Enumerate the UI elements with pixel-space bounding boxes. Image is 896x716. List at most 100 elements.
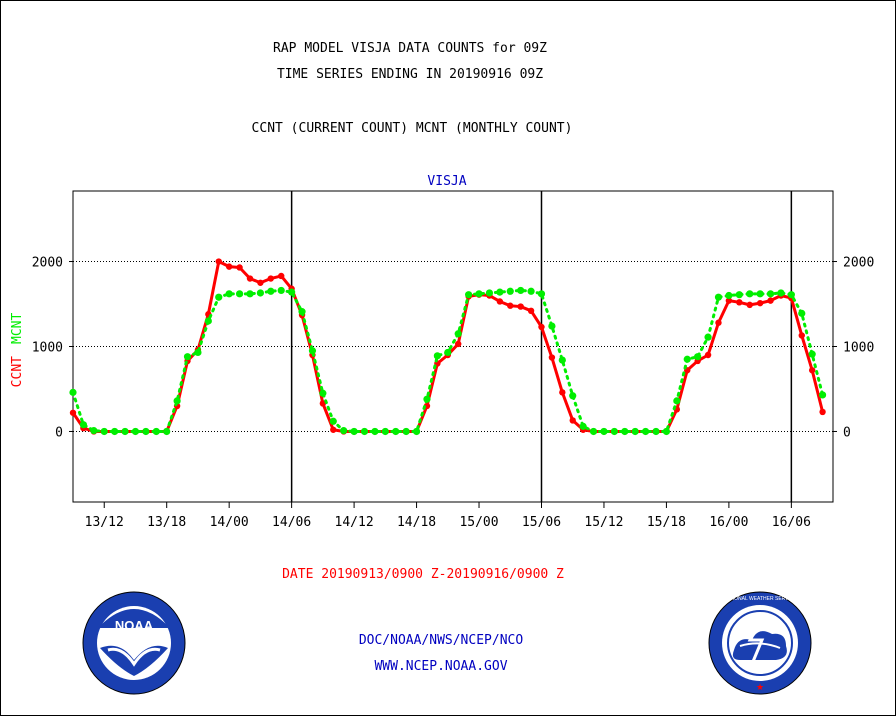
- data-point-ccnt: [517, 303, 524, 310]
- data-point-ccnt: [736, 299, 743, 306]
- data-point-ccnt: [569, 417, 576, 424]
- data-point-ccnt: [496, 298, 504, 305]
- day-separators: [290, 191, 793, 502]
- data-point-mcnt: [777, 289, 785, 297]
- data-point-mcnt: [121, 427, 129, 436]
- nws-star: ★: [756, 682, 764, 692]
- data-point-mcnt: [423, 395, 431, 403]
- data-point-mcnt: [465, 291, 473, 299]
- data-point-mcnt: [756, 290, 764, 298]
- data-point-mcnt: [683, 355, 691, 363]
- data-point-mcnt: [142, 427, 150, 436]
- data-point-mcnt: [350, 427, 358, 436]
- y-tick-label-right: 2000: [843, 256, 874, 271]
- data-point-mcnt: [100, 427, 108, 436]
- y-axis-label: CCNT MCNT: [10, 313, 25, 388]
- data-point-mcnt: [204, 317, 212, 325]
- data-point-ccnt: [808, 367, 816, 374]
- series-line-ccnt: [71, 260, 825, 433]
- series-group: [69, 258, 827, 436]
- data-point-mcnt: [621, 427, 629, 436]
- data-point-ccnt: [69, 409, 77, 416]
- panel-title: VISJA: [427, 174, 466, 189]
- y-tick-label-left: 2000: [32, 256, 63, 271]
- data-point-mcnt: [235, 290, 244, 298]
- data-point-ccnt: [819, 408, 826, 416]
- data-point-mcnt: [569, 392, 577, 400]
- data-point-mcnt: [548, 322, 556, 330]
- data-point-ccnt: [538, 323, 545, 331]
- data-point-mcnt: [798, 309, 806, 317]
- data-point-mcnt: [600, 427, 608, 436]
- data-point-mcnt: [412, 427, 421, 436]
- data-point-mcnt: [537, 290, 546, 298]
- data-point-mcnt: [183, 353, 192, 361]
- data-point-mcnt: [256, 289, 264, 297]
- nws-logo-text: NATIONAL WEATHER SERVICE: [723, 596, 797, 602]
- x-tick-label: 15/12: [584, 515, 623, 530]
- data-point-ccnt: [257, 279, 264, 286]
- data-point-mcnt: [215, 293, 223, 301]
- data-point-mcnt: [662, 427, 671, 436]
- data-point-ccnt: [746, 301, 753, 309]
- data-point-mcnt: [642, 427, 650, 436]
- data-point-mcnt: [79, 421, 88, 429]
- data-point-ccnt: [278, 272, 285, 280]
- data-point-mcnt: [808, 350, 816, 358]
- data-point-ccnt: [798, 332, 805, 339]
- data-point-ccnt: [330, 426, 337, 433]
- data-point-mcnt: [589, 427, 598, 436]
- data-point-mcnt: [631, 427, 639, 436]
- data-point-mcnt: [163, 427, 171, 436]
- data-point-mcnt: [173, 397, 181, 405]
- x-tick-label: 16/06: [772, 515, 811, 530]
- nws-logo: ★ NATIONAL WEATHER SERVICE: [708, 591, 812, 695]
- chart-title-line2: TIME SERIES ENDING IN 20190916 09Z: [277, 67, 543, 82]
- gridlines: [73, 261, 833, 432]
- data-point-mcnt: [298, 308, 306, 316]
- data-point-mcnt: [579, 422, 587, 430]
- data-point-mcnt: [69, 388, 77, 396]
- data-point-mcnt: [277, 286, 285, 295]
- y-tick-label-left: 1000: [32, 341, 63, 356]
- data-point-mcnt: [694, 353, 702, 361]
- x-tick-label: 13/18: [147, 515, 186, 530]
- data-point-mcnt: [746, 290, 754, 298]
- data-point-mcnt: [496, 288, 504, 296]
- noaa-url-link[interactable]: WWW.NCEP.NOAA.GOV: [374, 659, 507, 674]
- data-point-mcnt: [527, 287, 535, 295]
- data-point-ccnt: [715, 319, 722, 326]
- y-label-mcnt: MCNT: [10, 313, 25, 344]
- chart-title-line1: RAP MODEL VISJA DATA COUNTS for 09Z: [273, 41, 547, 56]
- data-point-mcnt: [402, 427, 410, 436]
- data-point-ccnt: [704, 351, 712, 359]
- y-tick-label-right: 0: [843, 425, 851, 440]
- series-mcnt: [69, 286, 827, 436]
- data-point-ccnt: [236, 264, 243, 271]
- y-label-ccnt: CCNT: [10, 356, 25, 387]
- data-point-ccnt: [215, 258, 222, 265]
- data-point-mcnt: [433, 352, 441, 360]
- data-point-ccnt: [225, 263, 233, 270]
- data-point-mcnt: [194, 348, 202, 357]
- chart-subtitle: CCNT (CURRENT COUNT) MCNT (MONTHLY COUNT…: [252, 121, 573, 136]
- y-tick-label-right: 1000: [843, 341, 874, 356]
- data-point-ccnt: [767, 297, 774, 304]
- x-tick-label: 15/18: [647, 515, 686, 530]
- data-point-mcnt: [652, 427, 660, 436]
- y-axis-ticks: 0 0 1000 1000 2000 2000: [32, 256, 875, 441]
- data-point-mcnt: [329, 417, 337, 425]
- x-tick-label: 13/12: [85, 515, 124, 530]
- data-point-mcnt: [246, 290, 254, 298]
- x-tick-label: 15/00: [459, 515, 498, 530]
- data-point-mcnt: [787, 291, 795, 299]
- data-point-mcnt: [714, 293, 723, 301]
- x-axis-ticks: 13/12 13/18 14/00 14/06 14/12 14/18 15/00 15/06…: [85, 502, 811, 530]
- y-tick-label-left: 0: [55, 425, 63, 440]
- data-point-ccnt: [527, 307, 535, 315]
- data-point-mcnt: [381, 427, 389, 436]
- noaa-logo-text: NOAA: [115, 618, 154, 633]
- data-point-ccnt: [246, 275, 254, 282]
- data-point-mcnt: [225, 290, 233, 298]
